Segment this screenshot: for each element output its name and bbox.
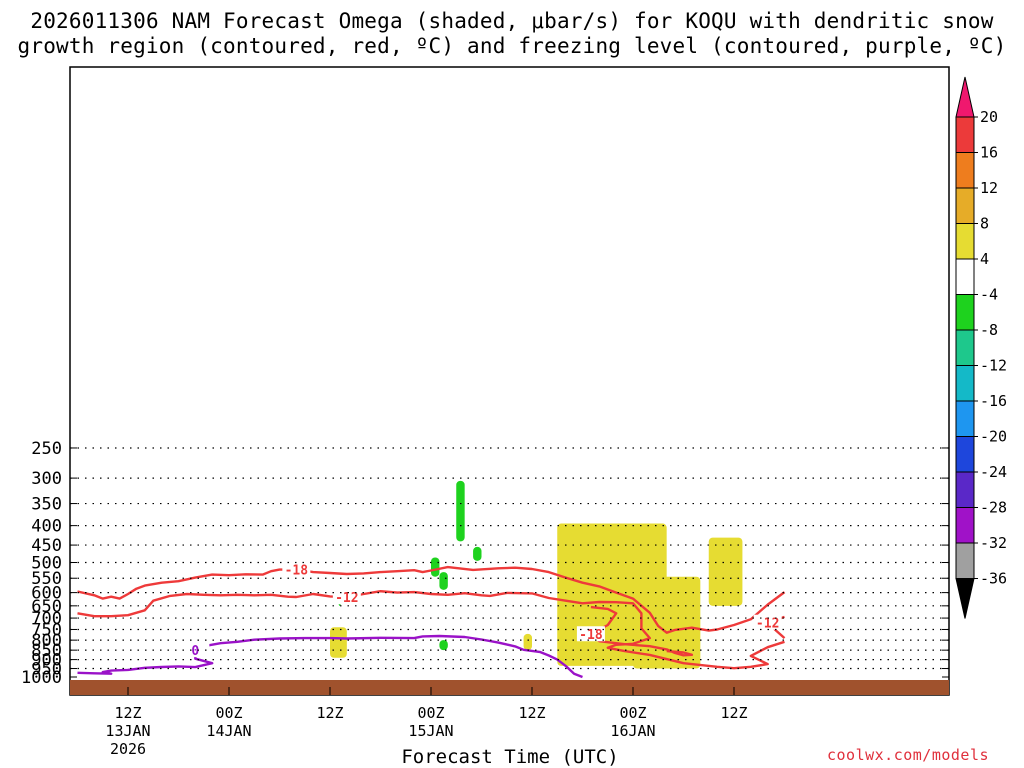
x-tick-label-84-0: 12Z <box>720 704 747 722</box>
y-tick-label-500: 500 <box>31 553 62 573</box>
colorbar-swatch-9 <box>955 400 975 437</box>
contour-label-1: -18 <box>579 628 603 643</box>
contour-label-3: -12 <box>756 617 779 632</box>
colorbar-swatch-1 <box>955 116 975 153</box>
colorbar-label-2: 12 <box>980 179 998 197</box>
colorbar-label-9: -20 <box>980 428 1007 446</box>
colorbar-label-8: -16 <box>980 392 1007 410</box>
contour-line--18-1 <box>589 605 694 657</box>
plot-area-frame <box>69 66 950 696</box>
omega-region-9 <box>439 640 448 651</box>
y-tick-label-400: 400 <box>31 517 62 537</box>
x-tick-label-12-2: 2026 <box>110 740 146 758</box>
colorbar-swatch-4 <box>955 223 975 260</box>
colorbar-label-11: -28 <box>980 499 1007 517</box>
y-tick-label-700: 700 <box>31 609 62 629</box>
colorbar-swatch-11 <box>955 471 975 508</box>
contour-line--12-2 <box>77 590 785 670</box>
colorbar-swatch-12 <box>955 507 975 544</box>
y-tick-label-750: 750 <box>31 620 62 640</box>
y-tick-label-800: 800 <box>31 631 62 651</box>
contour-label-2: -12 <box>335 591 358 606</box>
y-tick-label-450: 450 <box>31 536 62 556</box>
plot-layer: -18 -18 -12 -12 0 <box>70 480 949 695</box>
y-tick-label-600: 600 <box>31 584 62 604</box>
y-tick-label-350: 350 <box>31 495 62 515</box>
colorbar-top-triangle <box>955 76 975 118</box>
colorbar-swatch-13 <box>955 542 975 579</box>
x-tick-label-24-0: 00Z <box>215 704 242 722</box>
chart-title-line1: 2026011306 NAM Forecast Omega (shaded, μ… <box>30 9 994 33</box>
contour-label-0: -18 <box>285 564 309 579</box>
colorbar-swatch-7 <box>955 329 975 366</box>
x-tick-label-48-0: 00Z <box>417 704 444 722</box>
y-tick-label-550: 550 <box>31 569 62 589</box>
omega-region-0 <box>330 627 347 658</box>
x-axis-label: Forecast Time (UTC) <box>401 746 619 768</box>
colorbar-label-13: -36 <box>980 570 1007 588</box>
colorbar-swatch-8 <box>955 365 975 402</box>
colorbar-label-0: 20 <box>980 108 998 126</box>
colorbar-label-6: -8 <box>980 321 998 339</box>
omega-region-5 <box>456 480 465 542</box>
x-tick-label-60-0: 12Z <box>518 704 545 722</box>
contour-label-bg-0 <box>282 561 311 577</box>
colorbar-label-10: -24 <box>980 463 1007 481</box>
colorbar-swatch-2 <box>955 152 975 189</box>
chart-title-line2: growth region (contoured, red, ºC) and f… <box>17 34 1007 58</box>
contour-label-bg-2 <box>332 589 361 605</box>
contour-line--18-0 <box>77 565 786 634</box>
x-tick-label-72-1: 16JAN <box>610 722 655 740</box>
contour-line-0-4 <box>77 634 583 679</box>
colorbar-label-5: -4 <box>980 286 998 304</box>
colorbar-swatch-3 <box>955 187 975 224</box>
omega-region-4 <box>708 537 743 606</box>
y-tick-label-850: 850 <box>31 641 62 661</box>
colorbar-label-7: -12 <box>980 357 1007 375</box>
omega-region-7 <box>431 557 440 577</box>
contour-label-bg-4 <box>181 642 210 658</box>
y-tick-label-250: 250 <box>31 439 62 459</box>
omega-region-8 <box>439 572 448 590</box>
x-tick-label-72-0: 00Z <box>619 704 646 722</box>
omega-region-6 <box>473 546 482 561</box>
x-tick-label-36-0: 12Z <box>316 704 343 722</box>
y-tick-label-950: 950 <box>31 660 62 680</box>
y-tick-label-300: 300 <box>31 469 62 489</box>
colorbar-label-12: -32 <box>980 534 1007 552</box>
colorbar-swatch-6 <box>955 294 975 331</box>
omega-region-1 <box>523 633 532 651</box>
colorbar-label-3: 8 <box>980 215 989 233</box>
ground-surface <box>70 680 949 695</box>
y-tick-label-900: 900 <box>31 651 62 671</box>
x-tick-label-24-1: 14JAN <box>206 722 251 740</box>
colorbar-label-4: 4 <box>980 250 989 268</box>
x-tick-label-12-1: 13JAN <box>105 722 150 740</box>
contour-label-bg-1 <box>576 626 605 642</box>
source-credit: coolwx.com/models <box>827 746 990 764</box>
colorbar-swatch-10 <box>955 436 975 473</box>
contour-label-4: 0 <box>191 644 199 659</box>
colorbar-label-1: 16 <box>980 144 998 162</box>
y-tick-label-650: 650 <box>31 597 62 617</box>
x-tick-label-12-0: 12Z <box>114 704 141 722</box>
x-tick-label-48-1: 15JAN <box>408 722 453 740</box>
y-tick-label-1000: 1000 <box>21 668 62 688</box>
colorbar-swatch-5 <box>955 258 975 295</box>
colorbar-bottom-triangle <box>955 578 975 619</box>
